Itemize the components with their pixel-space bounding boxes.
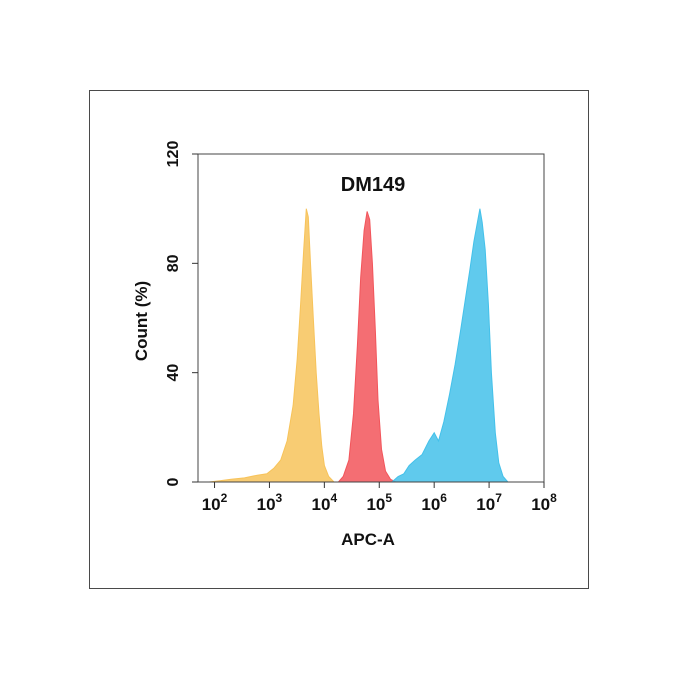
x-tick-label: 108 xyxy=(531,491,557,514)
x-axis-title: APC-A xyxy=(341,530,395,549)
figure-frame: 0 40 80 120 102 103 104 105 106 107 108 DM149 APC… xyxy=(89,90,589,589)
x-tick-label: 102 xyxy=(202,491,228,514)
chart-title: DM149 xyxy=(341,174,405,196)
series-layer xyxy=(209,208,509,483)
plot-area-border xyxy=(197,153,545,483)
y-axis-title: Count (%) xyxy=(132,281,151,361)
x-tick-label: 106 xyxy=(421,491,447,514)
flow-cytometry-histogram: 0 40 80 120 102 103 104 105 106 107 108 DM149 APC… xyxy=(132,141,557,549)
x-axis: 102 103 104 105 106 107 108 xyxy=(202,482,557,514)
y-tick-label: 0 xyxy=(165,477,182,486)
y-axis: 0 40 80 120 xyxy=(165,141,198,486)
y-tick-label: 40 xyxy=(165,364,182,382)
y-tick-label: 120 xyxy=(165,141,182,168)
y-tick-label: 80 xyxy=(165,254,182,272)
histogram-series-3 xyxy=(390,208,509,483)
x-tick-label: 105 xyxy=(366,491,392,514)
x-tick-label: 103 xyxy=(257,491,283,514)
histogram-series-2 xyxy=(337,211,397,483)
histogram-series-1 xyxy=(209,208,336,483)
x-tick-label: 107 xyxy=(476,491,502,514)
x-tick-label: 104 xyxy=(312,491,338,514)
